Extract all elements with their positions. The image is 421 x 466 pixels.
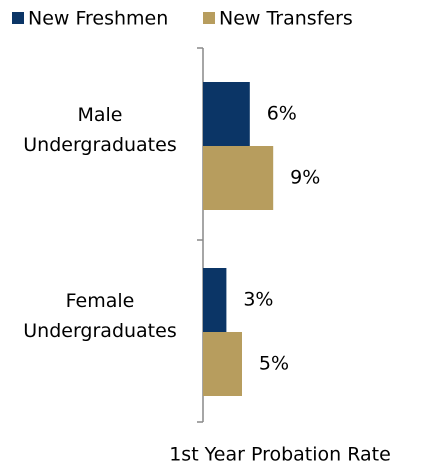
value-label: 3%: [243, 289, 273, 311]
bar: [203, 332, 242, 396]
x-axis-label: 1st Year Probation Rate: [169, 444, 391, 466]
category-label: Female Undergraduates: [23, 290, 176, 342]
legend-label: New Transfers: [219, 8, 353, 30]
legend-label: New Freshmen: [28, 8, 168, 30]
bar: [203, 82, 250, 146]
legend-swatch: [12, 12, 24, 24]
legend-swatch: [203, 12, 215, 24]
value-label: 6%: [267, 103, 297, 125]
bar: [203, 146, 274, 210]
value-label: 9%: [290, 167, 320, 189]
category-label: Male Undergraduates: [23, 104, 176, 156]
bar: [203, 268, 227, 332]
value-label: 5%: [259, 353, 289, 375]
